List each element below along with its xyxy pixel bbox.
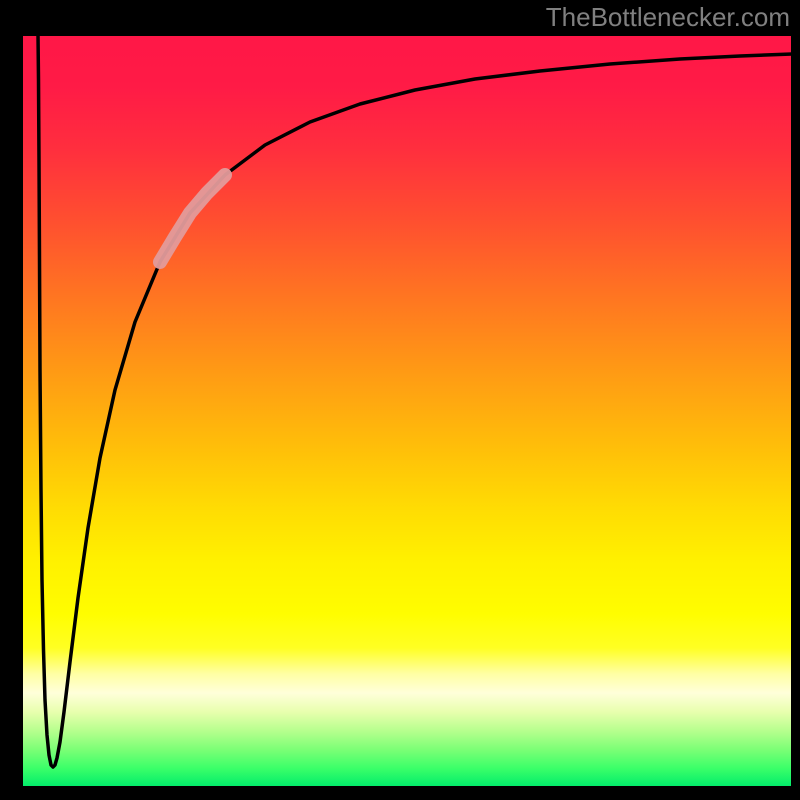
chart-root: TheBottlenecker.com: [0, 0, 800, 800]
chart-svg: [0, 0, 800, 800]
plot-area: [22, 35, 792, 787]
watermark-text: TheBottlenecker.com: [546, 2, 790, 33]
